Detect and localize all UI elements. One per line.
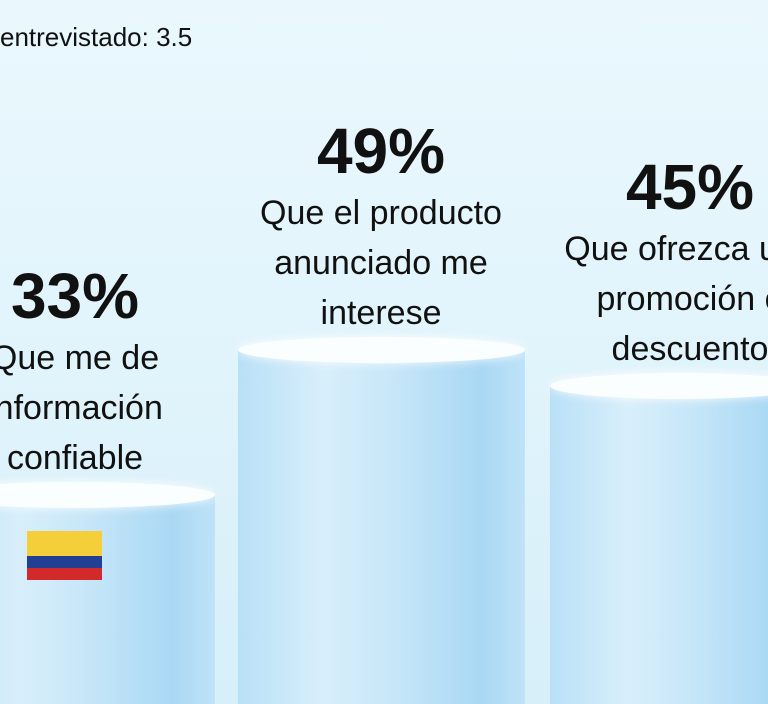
colombia-flag: [27, 531, 102, 580]
category-label: Que me de información confiable: [0, 339, 163, 478]
value-label: 45%: [625, 151, 755, 224]
podium-top: [550, 373, 768, 400]
bar-label: 45%Que ofrezca una promoción o descuento: [545, 150, 768, 374]
value-label: 49%: [316, 115, 446, 188]
bar-label: 33% Que me de información confiable: [0, 259, 180, 483]
bar-label: 49% Que el producto anunciado me interese: [236, 114, 526, 338]
podium-bar: [0, 482, 215, 704]
podium-bar: [550, 373, 768, 704]
podium-top: [238, 337, 525, 364]
podium-bar: [238, 337, 525, 704]
subtitle: entrevistado: 3.5: [0, 22, 193, 52]
podium-top: [0, 482, 215, 509]
value-label: 33%: [10, 260, 140, 333]
category-label: Que el producto anunciado me interese: [260, 194, 502, 333]
category-label: Que ofrezca una promoción o descuento: [564, 230, 768, 369]
